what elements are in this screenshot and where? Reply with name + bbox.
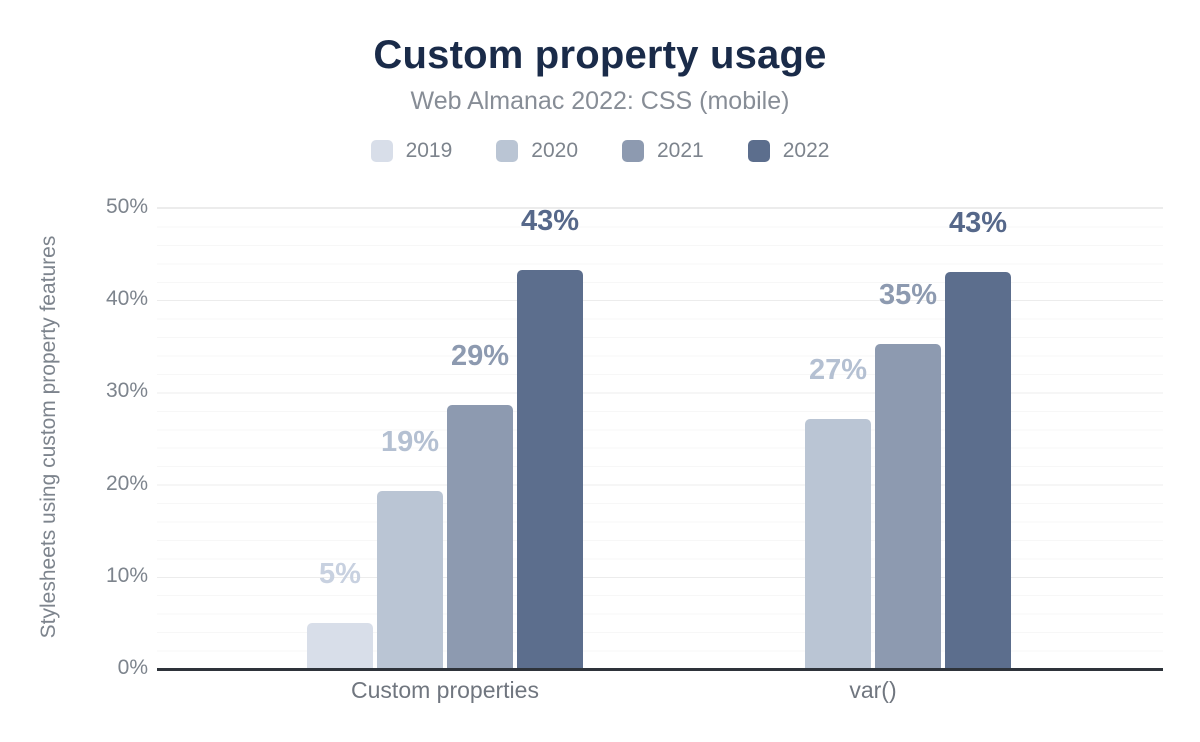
bar-2020-var[interactable]	[805, 419, 871, 669]
chart-title: Custom property usage	[373, 33, 827, 77]
plot-area: 5% 19% 29% 43% 27% 35% 43%	[157, 205, 1163, 669]
y-tick-label: 50%	[105, 195, 148, 218]
bar-slot: 43%	[517, 205, 583, 669]
bar-value-label: 27%	[808, 354, 868, 386]
bar-value-label: 19%	[380, 426, 440, 458]
bar-slot: 43%	[945, 207, 1011, 669]
chart-subtitle: Web Almanac 2022: CSS (mobile)	[410, 87, 790, 115]
legend-swatch-icon	[747, 140, 770, 162]
category-cell: Custom properties	[157, 676, 659, 704]
bar-group-var: 27% 35% 43%	[659, 207, 1163, 669]
legend-label: 2020	[531, 139, 578, 162]
y-tick-label: 0%	[117, 656, 148, 679]
bar-value-label: 29%	[450, 340, 510, 372]
bar-slot: 35%	[875, 208, 941, 669]
legend-item-2021[interactable]: 2021	[622, 139, 704, 163]
bar-2021-var[interactable]	[875, 344, 941, 669]
bar-value-label: 43%	[948, 207, 1008, 239]
y-tick-label: 20%	[105, 471, 148, 495]
legend-label: 2021	[657, 139, 704, 162]
y-tick-label: 30%	[105, 379, 148, 403]
category-label: Custom properties	[351, 677, 539, 703]
legend-label: 2022	[782, 139, 830, 162]
x-axis-baseline	[157, 668, 1163, 671]
bar-2022-var[interactable]	[945, 272, 1011, 669]
legend-item-2019[interactable]: 2019	[370, 139, 453, 163]
x-axis-category-labels: Custom properties var()	[157, 676, 1163, 704]
legend-item-2022[interactable]: 2022	[747, 139, 830, 163]
category-label: var()	[849, 677, 897, 703]
bar-slot: 27%	[805, 208, 871, 669]
legend-swatch-icon	[496, 140, 519, 162]
bar-group-custom-properties: 5% 19% 29% 43%	[157, 205, 659, 669]
y-tick-label: 10%	[105, 563, 148, 587]
bar-slot: 19%	[377, 208, 443, 669]
bar-slot	[735, 208, 801, 669]
category-cell: var()	[659, 676, 1163, 704]
legend-label: 2019	[405, 139, 453, 162]
y-tick-label: 40%	[105, 287, 148, 311]
legend: 2019 2020 2021 2022	[0, 139, 1200, 163]
bar-value-label: 5%	[319, 558, 361, 590]
bar-slot: 29%	[447, 208, 513, 669]
bar-2020-custom-properties[interactable]	[377, 491, 443, 669]
bar-value-label: 43%	[520, 205, 580, 237]
bar-2022-custom-properties[interactable]	[517, 270, 583, 669]
legend-swatch-icon	[370, 140, 393, 162]
bar-value-label: 35%	[878, 279, 938, 311]
bar-slot: 5%	[307, 208, 373, 669]
legend-swatch-icon	[622, 140, 644, 162]
legend-item-2020[interactable]: 2020	[496, 139, 578, 163]
bar-2019-custom-properties[interactable]	[307, 623, 373, 669]
bar-2021-custom-properties[interactable]	[447, 405, 513, 669]
y-axis-ticks: 0% 10% 20% 30% 40% 50%	[0, 196, 148, 679]
